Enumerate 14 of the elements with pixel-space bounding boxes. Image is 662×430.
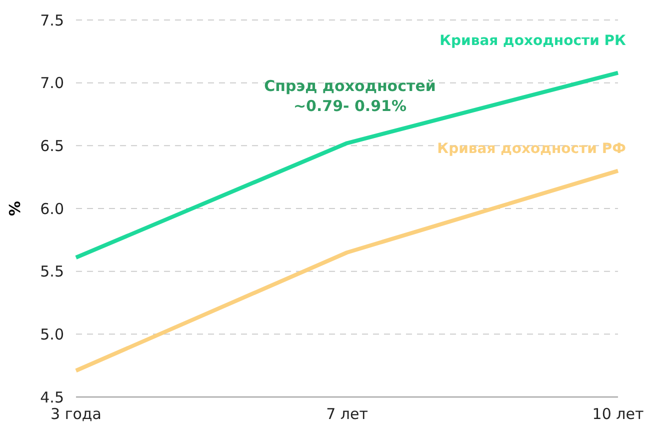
series-label: Кривая доходности РК xyxy=(440,32,627,49)
y-tick-label: 5.5 xyxy=(40,262,64,281)
x-tick-label: 7 лет xyxy=(326,405,368,423)
annotation: Спрэд доходностей ~0.79- 0.91% xyxy=(264,77,436,115)
y-tick-label: 6.0 xyxy=(40,200,64,218)
y-tick-label: 7.0 xyxy=(40,74,64,92)
y-tick-label: 4.5 xyxy=(40,388,64,406)
y-tick-label: 5.0 xyxy=(40,325,64,344)
x-tick-label: 10 лет xyxy=(592,405,644,423)
x-tick-label: 3 года xyxy=(50,405,102,423)
y-tick-label: 7.5 xyxy=(40,11,64,30)
y-tick-label: 6.5 xyxy=(40,136,64,155)
series-label: Кривая доходности РФ xyxy=(437,140,626,157)
y-axis-title: % xyxy=(6,200,24,216)
